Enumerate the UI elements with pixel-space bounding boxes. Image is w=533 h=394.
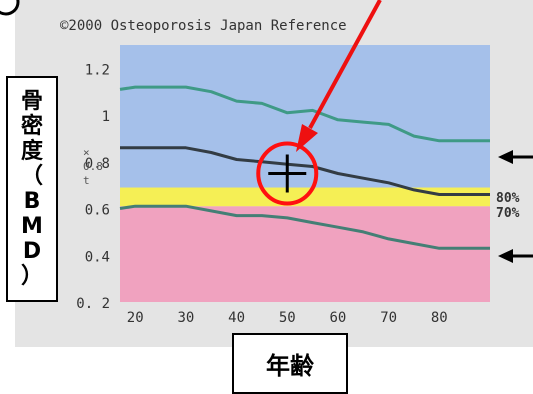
x-tick-label: 70 bbox=[380, 310, 397, 326]
series-line-2 bbox=[119, 204, 490, 250]
red-arrowhead-icon bbox=[296, 124, 318, 152]
band-label-80: 80% bbox=[496, 191, 520, 206]
y-axis-label-char: ） bbox=[20, 264, 43, 289]
y-tick-label: 1 bbox=[102, 109, 110, 125]
black-arrow-icon bbox=[498, 150, 533, 164]
x-tick-label: 20 bbox=[127, 310, 144, 326]
y-axis-label-char: 密 bbox=[20, 114, 43, 139]
x-axis-label: 年齢 bbox=[232, 333, 348, 394]
black-arrow-icon bbox=[498, 249, 533, 263]
series-line-1 bbox=[120, 146, 490, 196]
x-tick-label: 80 bbox=[431, 310, 448, 326]
x-tick-label: 50 bbox=[279, 310, 296, 326]
corner-badge-icon bbox=[0, 0, 20, 16]
x-tick-label: 60 bbox=[330, 310, 347, 326]
band-2 bbox=[120, 45, 490, 188]
y-tick-labels: 0. 2 0.4 0.6 0.8 1 1.2 bbox=[76, 62, 110, 312]
y-tick-label: 1.2 bbox=[85, 62, 110, 78]
series-lines bbox=[119, 85, 490, 250]
y-axis-label: 骨密度（B M D） bbox=[6, 76, 58, 302]
y-axis-label-char: M bbox=[21, 214, 43, 239]
y-axis-label-char: B bbox=[23, 189, 41, 214]
y-axis-label-char: 度 bbox=[20, 139, 43, 164]
y-axis-mark: × bbox=[83, 146, 90, 159]
red-circle-icon bbox=[256, 141, 319, 206]
y-axis-label-char: D bbox=[22, 239, 42, 264]
reference-bands bbox=[120, 45, 490, 302]
y-axis-mark: t bbox=[83, 174, 90, 187]
chart-title: ©2000 Osteoporosis Japan Reference bbox=[60, 18, 347, 34]
cursor-crosshair-icon bbox=[268, 154, 307, 193]
x-tick-label: 30 bbox=[177, 310, 194, 326]
y-tick-label: 0. 2 bbox=[76, 296, 110, 312]
y-axis-label-char: （ bbox=[20, 164, 43, 189]
y-axis-marks: ×0.8t bbox=[83, 146, 103, 187]
x-tick-labels: 20 30 40 50 60 70 80 bbox=[127, 310, 448, 326]
y-tick-label: 0.6 bbox=[85, 203, 110, 219]
y-axis-label-char: 骨 bbox=[20, 89, 43, 114]
y-tick-label: 0.4 bbox=[85, 249, 110, 265]
x-tick-label: 40 bbox=[228, 310, 245, 326]
red-arrow-icon bbox=[308, 0, 382, 129]
y-axis-mark: 0.8 bbox=[83, 160, 103, 173]
band-label-70: 70% bbox=[496, 206, 520, 221]
y-tick-label: 0.8 bbox=[85, 156, 110, 172]
series-line-0 bbox=[119, 85, 490, 143]
